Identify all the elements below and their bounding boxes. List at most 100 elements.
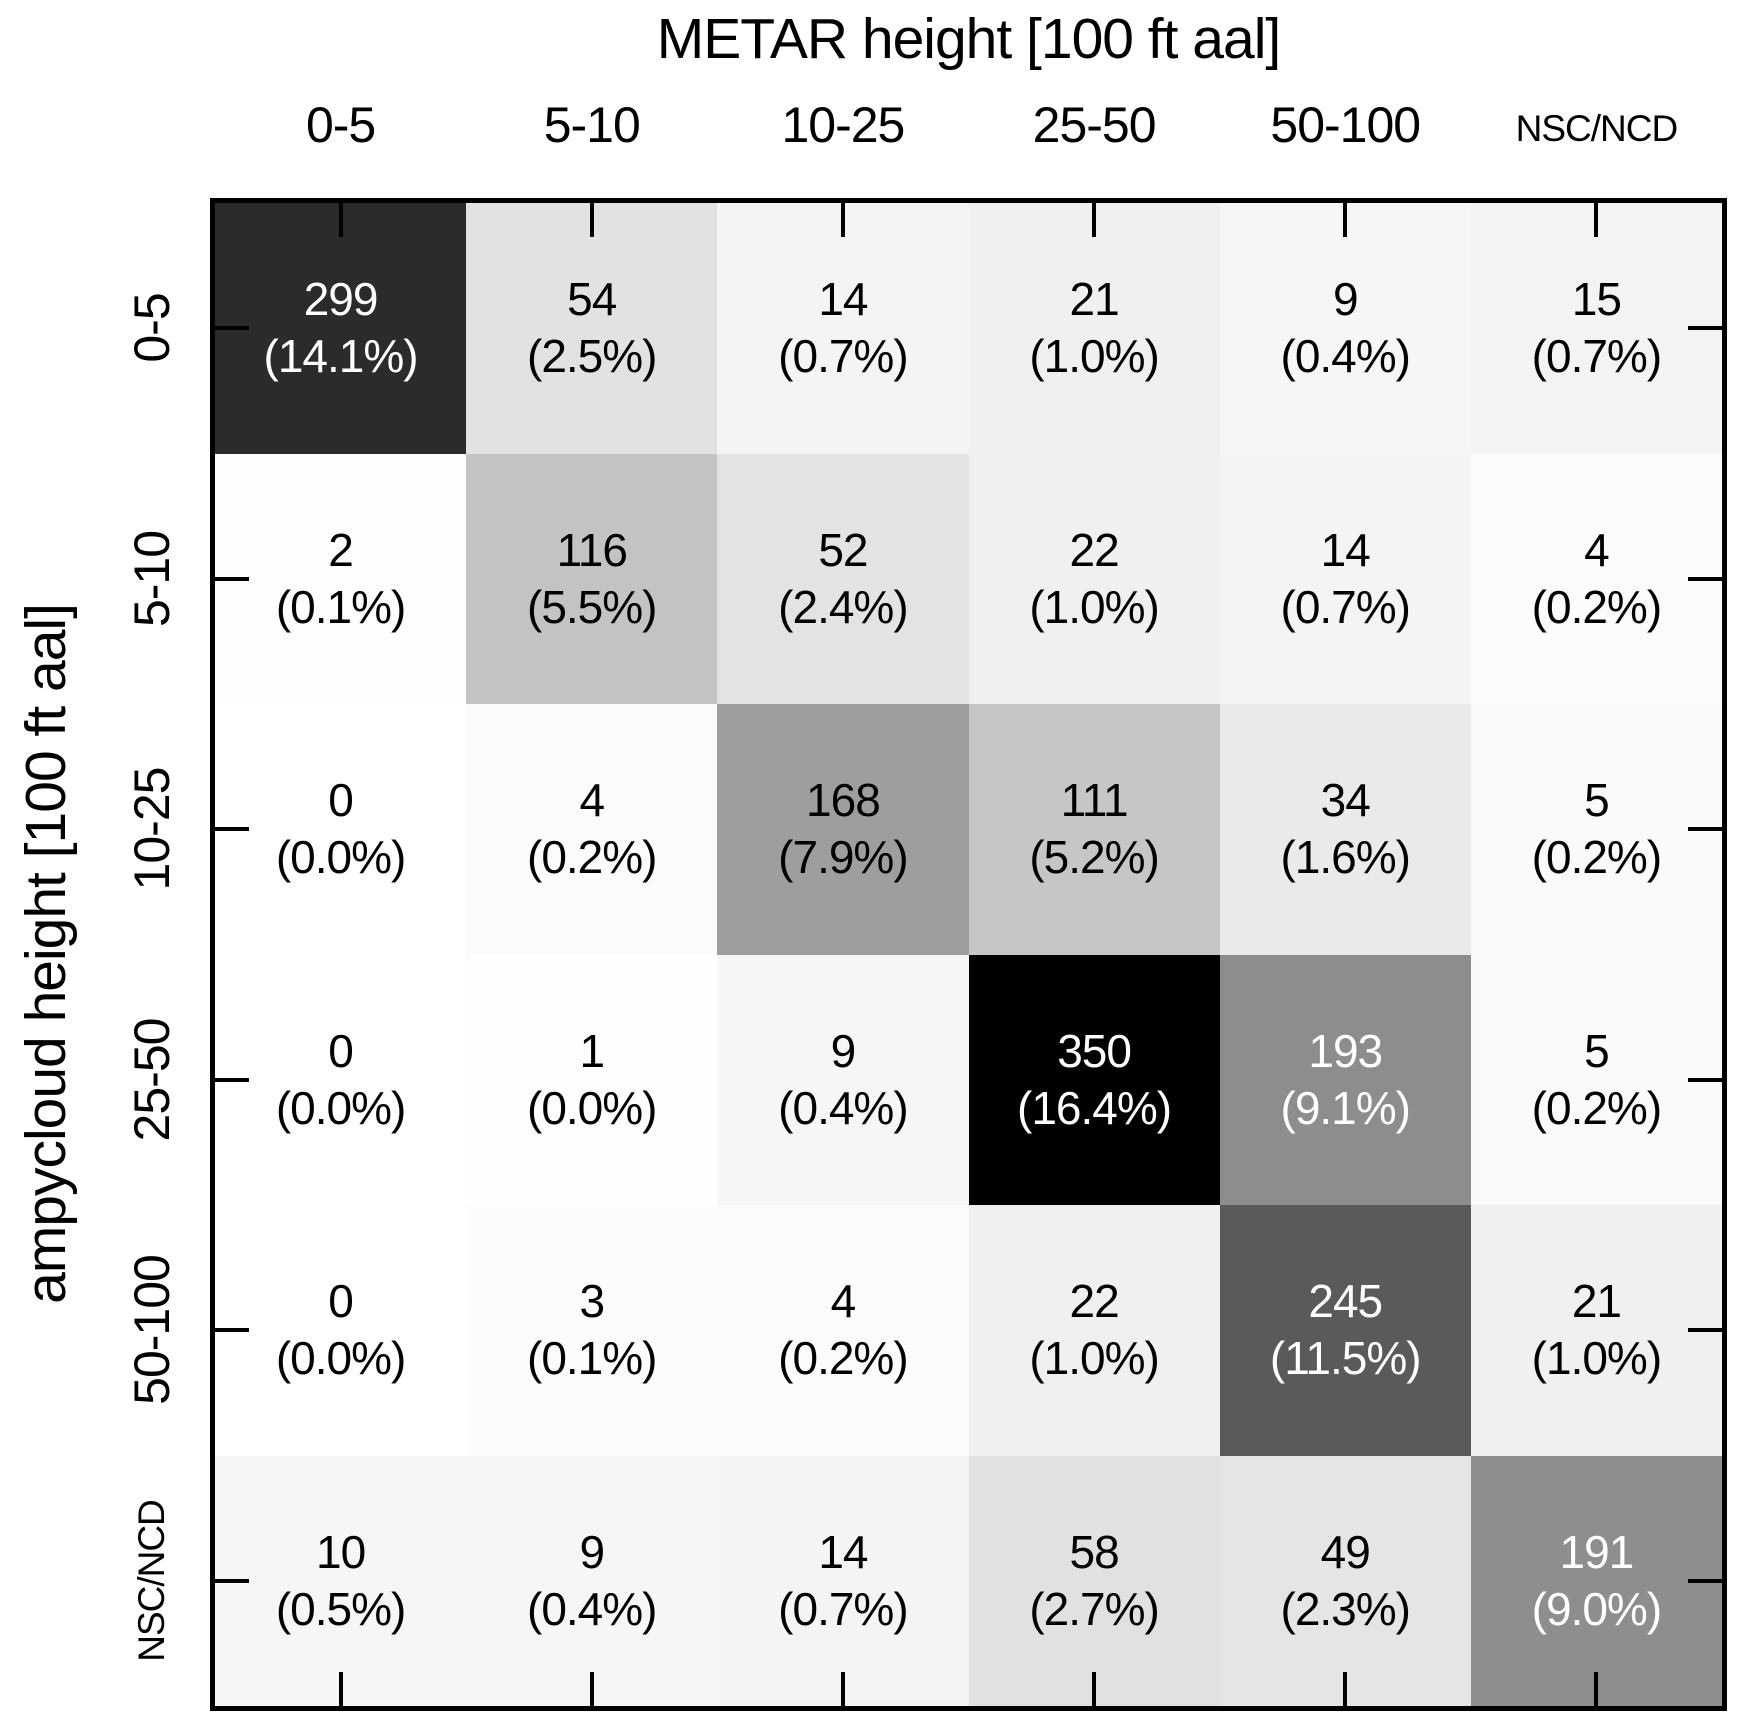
cell-count-label: 350 (1057, 1024, 1132, 1077)
cell-count-label: 4 (579, 774, 605, 827)
cell-percent-label: (0.0%) (527, 1081, 657, 1134)
matrix-cell: 22 (1.0%) (968, 453, 1220, 704)
cell-percent-label: (5.2%) (1029, 831, 1159, 884)
matrix-cell: 4 (0.2%) (1470, 453, 1722, 704)
cell-count-label: 21 (1069, 273, 1119, 326)
cell-count-label: 245 (1308, 1275, 1383, 1328)
matrix-cell: 15 (0.7%) (1470, 203, 1722, 454)
axis-tick (1092, 203, 1097, 237)
axis-tick (589, 1672, 594, 1706)
cell-percent-label: (0.0%) (275, 1081, 406, 1134)
matrix-cell: 193 (9.1%) (1219, 954, 1471, 1205)
cell-percent-label: (0.4%) (1280, 330, 1411, 383)
y-tick-label: 5-10 (124, 530, 180, 627)
matrix-cell: 1 (0.0%) (466, 954, 718, 1205)
matrix-cell: 52 (2.4%) (717, 453, 969, 704)
matrix-cell: 168 (7.9%) (717, 704, 969, 955)
cell-percent-label: (0.7%) (1531, 330, 1662, 383)
matrix-cell: 0 (0.0%) (215, 954, 467, 1205)
matrix-cell: 54 (2.5%) (466, 203, 718, 454)
matrix-cell: 3 (0.1%) (466, 1205, 718, 1456)
cell-percent-label: (0.2%) (1531, 580, 1662, 633)
cell-count-label: 1 (579, 1024, 605, 1077)
cell-percent-label: (0.2%) (1531, 1081, 1662, 1134)
cell-percent-label: (9.0%) (1531, 1582, 1662, 1635)
cell-count-label: 0 (328, 1024, 354, 1077)
cell-percent-label: (1.0%) (1029, 1332, 1159, 1385)
cell-count-label: 9 (579, 1525, 605, 1578)
matrix-cell: 21 (1.0%) (968, 203, 1220, 454)
cell-count-label: 58 (1069, 1525, 1119, 1578)
cell-count-label: 4 (1584, 523, 1610, 576)
matrix-cell: 10 (0.5%) (215, 1455, 467, 1706)
cell-percent-label: (0.7%) (778, 1582, 908, 1635)
cell-count-label: 14 (818, 1525, 868, 1578)
axis-tick (215, 326, 249, 331)
axis-tick (840, 1672, 845, 1706)
matrix-cell: 4 (0.2%) (717, 1205, 969, 1456)
matrix-cell: 9 (0.4%) (717, 954, 969, 1205)
axis-tick (338, 1672, 343, 1706)
x-tick-label: NSC/NCD (1515, 108, 1679, 149)
cell-percent-label: (0.0%) (275, 1332, 406, 1385)
axis-tick (1688, 326, 1722, 331)
cell-percent-label: (1.6%) (1280, 831, 1411, 884)
cell-percent-label: (1.0%) (1029, 330, 1159, 383)
axis-tick (1688, 1077, 1722, 1082)
cell-count-label: 10 (315, 1525, 366, 1578)
cell-percent-label: (2.3%) (1280, 1582, 1411, 1635)
matrix-cell: 14 (0.7%) (717, 1455, 969, 1706)
matrix-cell: 116 (5.5%) (466, 453, 718, 704)
axis-tick (215, 827, 249, 832)
cell-percent-label: (14.1%) (263, 330, 419, 383)
cell-count-label: 9 (830, 1024, 857, 1077)
y-tick-label: 10-25 (124, 767, 180, 891)
axis-tick (1343, 1672, 1348, 1706)
cell-percent-label: (11.5%) (1269, 1332, 1422, 1385)
cell-percent-label: (9.1%) (1280, 1081, 1411, 1134)
matrix-cell: 0 (0.0%) (215, 704, 467, 955)
matrix-cell: 0 (0.0%) (215, 1205, 467, 1456)
axis-tick (215, 1328, 249, 1333)
matrix-cell: 21 (1.0%) (1470, 1205, 1722, 1456)
cell-count-label: 168 (806, 774, 881, 827)
axis-tick (840, 203, 845, 237)
x-tick-label: 5-10 (543, 97, 641, 153)
matrix-cell: 4 (0.2%) (466, 704, 718, 955)
matrix-cell: 9 (0.4%) (1219, 203, 1471, 454)
x-tick-label: 0-5 (305, 97, 376, 153)
cell-count-label: 52 (818, 523, 868, 576)
cell-percent-label: (0.7%) (778, 330, 908, 383)
matrix-cell: 191 (9.0%) (1470, 1455, 1722, 1706)
cell-percent-label: (5.5%) (527, 580, 657, 633)
cell-percent-label: (16.4%) (1017, 1081, 1172, 1134)
matrix-cell: 245 (11.5%) (1219, 1205, 1471, 1456)
axis-tick (215, 1578, 249, 1583)
axis-tick (1688, 576, 1722, 581)
matrix-cell: 5 (0.2%) (1470, 954, 1722, 1205)
y-tick-label: NSC/NCD (131, 1499, 172, 1662)
matrix-cell: 350 (16.4%) (968, 954, 1220, 1205)
cell-count-label: 3 (579, 1275, 605, 1328)
axis-tick (338, 203, 343, 237)
cell-percent-label: (0.2%) (527, 831, 657, 884)
matrix-cell: 299 (14.1%) (215, 203, 467, 454)
cell-count-label: 4 (830, 1275, 857, 1328)
matrix-cell: 111 (5.2%) (968, 704, 1220, 955)
cell-percent-label: (2.7%) (1029, 1582, 1159, 1635)
cell-count-label: 116 (556, 523, 628, 576)
axis-tick (589, 203, 594, 237)
matrix-cell: 14 (0.7%) (717, 203, 969, 454)
cell-count-label: 54 (567, 273, 617, 326)
y-tick-label: 25-50 (124, 1018, 180, 1142)
x-tick-label: 25-50 (1032, 97, 1157, 153)
y-axis-title: ampycloud height [100 ft aal] (14, 604, 78, 1304)
cell-count-label: 22 (1069, 1275, 1119, 1328)
axis-tick (1594, 203, 1599, 237)
cell-percent-label: (0.1%) (275, 580, 406, 633)
cell-count-label: 193 (1308, 1024, 1383, 1077)
axis-tick (1688, 1578, 1722, 1583)
cell-count-label: 0 (328, 774, 354, 827)
y-tick-label: 0-5 (124, 293, 180, 363)
